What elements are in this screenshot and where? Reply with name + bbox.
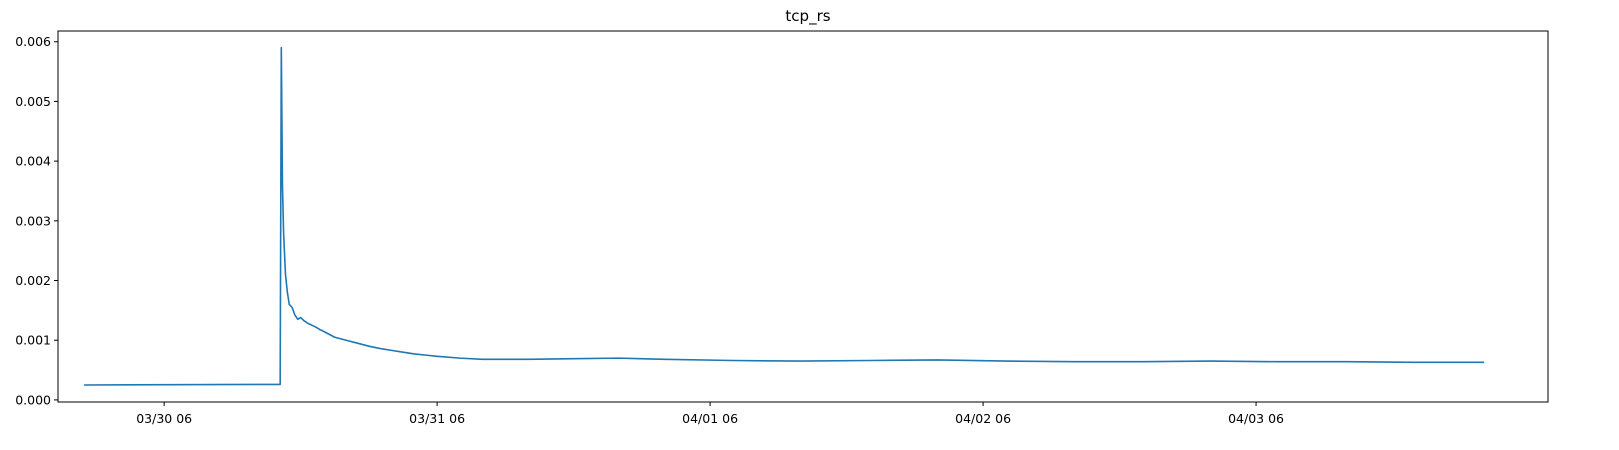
y-axis: 0.000 0.001 0.002 0.003 0.004 0.005 0.006 bbox=[15, 34, 58, 407]
x-tick-label: 03/31 06 bbox=[409, 411, 465, 426]
x-tick-label: 04/02 06 bbox=[955, 411, 1011, 426]
y-tick-label: 0.002 bbox=[15, 273, 51, 288]
x-tick-label: 04/03 06 bbox=[1228, 411, 1284, 426]
y-tick-label: 0.000 bbox=[15, 392, 51, 407]
x-tick-label: 04/01 06 bbox=[682, 411, 738, 426]
y-tick-label: 0.006 bbox=[15, 34, 51, 49]
x-tick-label: 03/30 06 bbox=[136, 411, 192, 426]
chart-title: tcp_rs bbox=[785, 7, 830, 26]
y-tick-label: 0.004 bbox=[15, 154, 51, 169]
y-tick-label: 0.005 bbox=[15, 94, 51, 109]
series-line-0 bbox=[83, 46, 1485, 386]
plot-area-frame bbox=[57, 30, 1549, 403]
y-tick-label: 0.003 bbox=[15, 213, 51, 228]
series-layer bbox=[83, 46, 1485, 386]
y-tick-label: 0.001 bbox=[15, 333, 51, 348]
x-axis: 03/30 06 03/31 06 04/01 06 04/02 06 04/03 06 bbox=[136, 402, 1284, 426]
